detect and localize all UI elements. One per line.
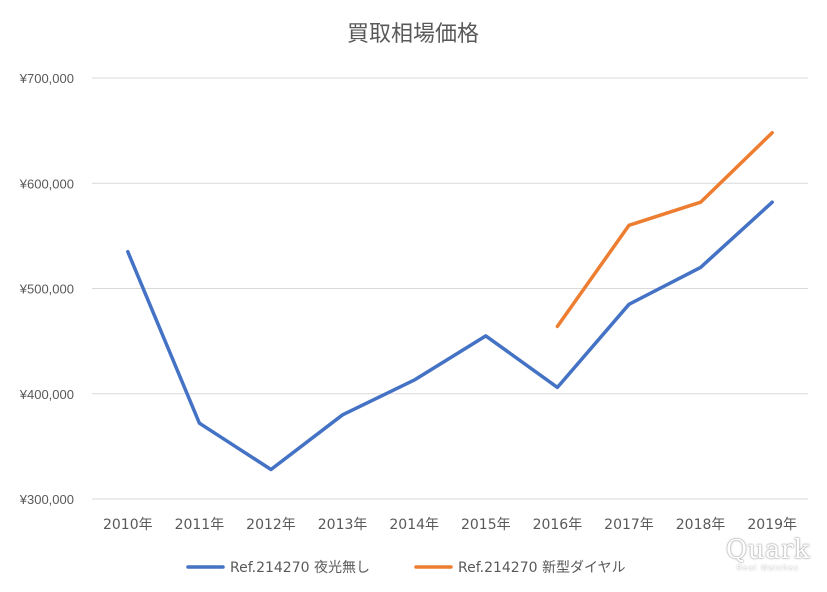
- series-lines: [126, 130, 774, 472]
- y-tick-label: ¥400,000: [19, 387, 74, 402]
- x-tick-label: 2018年: [676, 517, 726, 533]
- legend-label: Ref.214270 新型ダイヤル: [458, 560, 626, 576]
- gridlines: [92, 77, 808, 500]
- y-tick-label: ¥500,000: [19, 282, 74, 297]
- y-tick-label: ¥600,000: [19, 176, 74, 191]
- x-tick-label: 2012年: [246, 517, 296, 533]
- series-line-2: [555, 130, 774, 329]
- chart-title: 買取相場価格: [347, 22, 479, 47]
- x-tick-label: 2010年: [103, 517, 153, 533]
- x-tick-label: 2016年: [533, 517, 583, 533]
- x-tick-label: 2015年: [461, 517, 511, 533]
- x-tick-label: 2014年: [389, 517, 439, 533]
- legend: Ref.214270 夜光無し Ref.214270 新型ダイヤル: [186, 560, 626, 576]
- y-tick-label: ¥300,000: [19, 492, 74, 507]
- x-tick-label: 2019年: [747, 517, 797, 533]
- x-tick-label: 2011年: [175, 517, 225, 533]
- y-axis-tick-labels: ¥300,000 ¥400,000 ¥500,000 ¥600,000 ¥700,000: [19, 71, 74, 507]
- x-tick-label: 2013年: [318, 517, 368, 533]
- legend-label: Ref.214270 夜光無し: [230, 560, 370, 576]
- series-line-1: [126, 200, 774, 472]
- legend-item-1: Ref.214270 夜光無し: [186, 560, 370, 576]
- x-axis-tick-labels: 2010年 2011年 2012年 2013年 2014年 2015年 2016年 2017年…: [103, 517, 797, 533]
- y-tick-label: ¥700,000: [19, 71, 74, 86]
- x-tick-label: 2017年: [604, 517, 654, 533]
- legend-item-2: Ref.214270 新型ダイヤル: [414, 560, 626, 576]
